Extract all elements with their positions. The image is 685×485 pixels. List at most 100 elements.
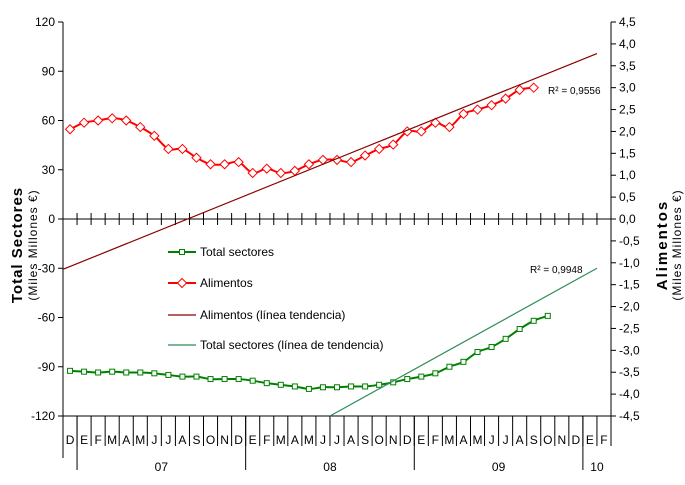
data-point [319,384,326,391]
right-tick-label: 3,5 [619,59,636,73]
month-label: A [347,433,355,447]
data-point [177,143,188,155]
right-tick-label: 4,0 [619,37,636,51]
month-label: N [220,433,229,447]
right-tick-label: -1,0 [619,256,640,270]
left-tick-label: 120 [35,15,55,29]
month-label: J [165,433,171,447]
data-point [92,115,104,126]
data-point [303,159,315,170]
series-layer [62,52,598,417]
month-label: D [234,433,243,447]
right-tick-label: 3,0 [619,81,636,95]
right-tick-label: 2,5 [619,103,636,117]
trendline-2 [62,52,598,270]
left-axis-ticks: -120 -90 -60 -30 0 30 60 90 120 [31,15,63,423]
data-point [373,143,385,155]
left-tick-label: -60 [38,311,56,325]
right-tick-label: 0,0 [619,212,636,226]
data-point [151,370,158,377]
data-point [516,325,523,332]
year-label: 10 [590,460,604,474]
data-point [67,367,74,374]
month-label: A [122,433,130,447]
data-point [64,124,76,135]
data-point [376,381,383,388]
left-tick-label: -120 [31,409,55,423]
data-point [179,373,186,380]
month-label: N [557,433,566,447]
right-tick-label: -1,5 [619,278,640,292]
year-label: 07 [155,460,169,474]
left-tick-label: 30 [42,163,56,177]
right-tick-label: -2,5 [619,321,640,335]
month-label: A [291,433,299,447]
month-label: O [543,433,552,447]
data-point [291,383,298,390]
data-point [121,115,132,126]
data-point [149,130,160,142]
month-label: D [66,433,75,447]
data-point [78,117,90,128]
legend-label: Total sectores [200,245,274,259]
data-point [305,385,312,392]
month-label: A [459,433,467,447]
data-point [207,376,214,383]
data-point [348,383,355,390]
trendline-3 [329,267,598,417]
month-label: D [403,433,412,447]
legend-marker [176,277,188,289]
data-point [416,126,427,137]
left-tick-label: -90 [38,360,56,374]
year-label: 08 [323,460,337,474]
right-tick-label: 2,0 [619,124,636,138]
data-point [446,363,453,370]
data-point [472,104,483,115]
right-tick-label: -4,5 [619,409,640,423]
data-point [123,369,130,376]
data-point [514,84,525,96]
data-point [277,381,284,388]
data-point [106,113,118,124]
month-label: M [473,433,483,447]
data-point [233,156,244,168]
right-tick-label: 0,5 [619,190,636,204]
year-label: 09 [492,460,506,474]
left-axis-title: Total Sectores [9,187,26,303]
left-tick-label: 90 [42,64,56,78]
month-label: F [94,433,101,447]
data-point [432,370,439,377]
legend-marker [179,249,185,255]
data-point [444,121,455,133]
data-point [458,108,469,120]
left-tick-label: 60 [42,114,56,128]
data-point [95,369,102,376]
data-point [249,377,256,384]
data-point [474,348,481,355]
data-point [109,368,116,375]
month-label: M [304,433,314,447]
right-tick-label: -4,0 [619,387,640,401]
legend-label: Total sectores (línea de tendencia) [200,338,383,352]
left-tick-label: 0 [48,212,55,226]
month-label: E [249,433,257,447]
legend-label: Alimentos (línea tendencia) [200,308,345,322]
month-label: S [361,433,369,447]
right-tick-label: 1,5 [619,146,636,160]
data-point [530,317,537,324]
data-point [500,93,511,104]
month-label: M [444,433,454,447]
legend-label: Alimentos [200,276,253,290]
right-tick-label: -2,0 [619,300,640,314]
right-tick-label: 1,0 [619,168,636,182]
right-axis-ticks: -4,5 -4,0 -3,5 -3,0 -2,5 -2,0 -1,5 -1,0 -0,5 0,0 0… [611,15,640,423]
data-point [362,383,369,390]
data-point [528,82,539,93]
right-tick-label: -0,5 [619,234,640,248]
data-point [418,373,425,380]
data-point [135,121,146,133]
left-tick-label: -30 [38,261,56,275]
data-point [219,159,230,170]
data-point [205,159,216,170]
month-label: S [192,433,200,447]
